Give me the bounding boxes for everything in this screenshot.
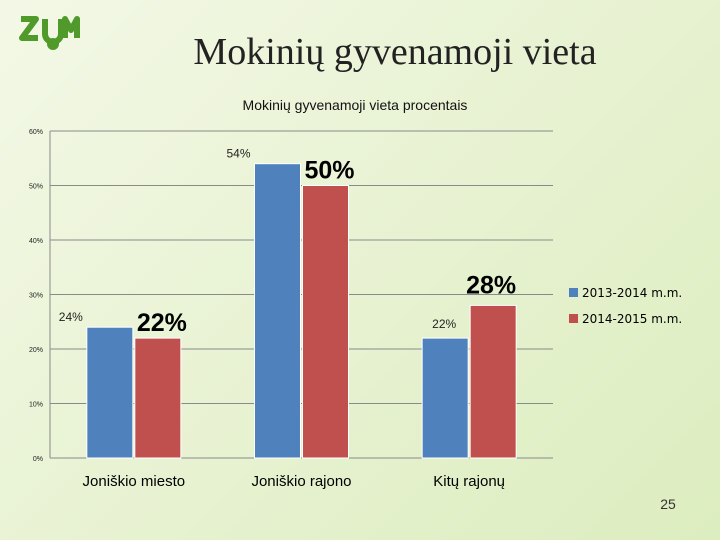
data-label: 22%	[137, 309, 187, 337]
y-tick-label: 30%	[29, 293, 43, 300]
slide-title: Mokinių gyvenamoji vieta	[193, 31, 597, 73]
bar-series-1	[421, 337, 469, 459]
data-label: 22%	[432, 317, 456, 331]
y-tick-label: 40%	[29, 238, 43, 245]
legend-swatch	[569, 288, 578, 297]
legend-label: 2014-2015 m.m.	[582, 312, 682, 326]
bar-series-2	[302, 185, 349, 459]
zum-logo-icon	[19, 16, 80, 50]
page-number: 25	[660, 496, 676, 512]
data-label: 24%	[59, 310, 83, 324]
y-tick-label: 50%	[29, 184, 43, 191]
bar-series-2	[469, 304, 517, 459]
y-tick-label: 10%	[29, 402, 43, 409]
x-tick-label: Joniškio rajono	[251, 473, 351, 490]
chart-title: Mokinių gyvenamoji vieta procentais	[243, 97, 468, 113]
y-tick-label: 60%	[29, 129, 43, 136]
x-tick-label: Joniškio miesto	[83, 473, 186, 490]
data-label: 28%	[466, 271, 516, 299]
x-tick-label: Kitų rajonų	[433, 473, 505, 490]
bar-series-1	[86, 326, 134, 459]
data-label: 54%	[226, 147, 250, 161]
y-tick-label: 20%	[29, 347, 43, 354]
bar-series-2	[134, 337, 182, 459]
legend-swatch	[569, 314, 578, 323]
y-tick-label: 0%	[33, 456, 43, 463]
legend-label: 2013-2014 m.m.	[582, 286, 682, 300]
bar-series-1	[254, 163, 301, 459]
data-label: 50%	[305, 157, 355, 185]
